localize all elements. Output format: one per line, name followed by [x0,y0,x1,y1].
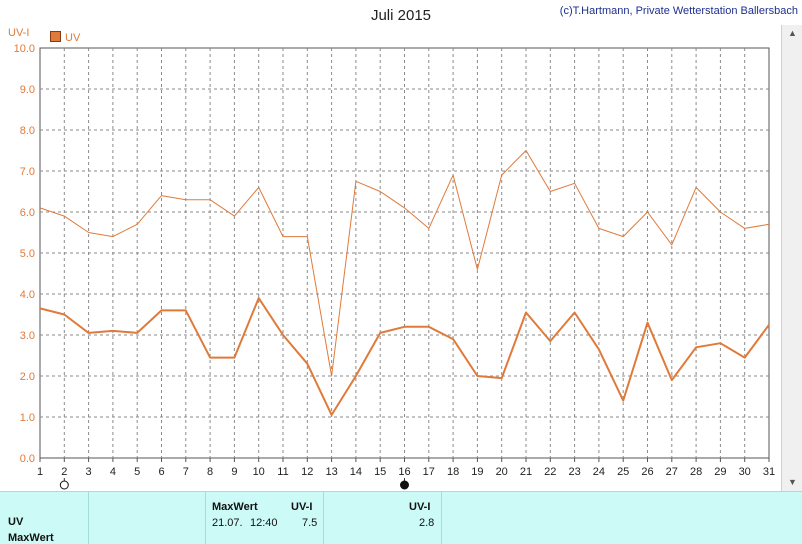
y-tick-label: 9.0 [20,84,35,96]
x-tick-label: 8 [207,466,213,478]
x-tick-label: 20 [496,466,508,478]
y-tick-label: 5.0 [20,248,35,260]
x-tick-label: 24 [593,466,605,478]
y-tick-label: 3.0 [20,330,35,342]
x-tick-label: 22 [544,466,556,478]
maxwert-header: MaxWert [212,501,258,513]
x-tick-label: 10 [253,466,265,478]
table-divider [441,492,442,544]
y-tick-label: 7.0 [20,166,35,178]
x-tick-label: 19 [471,466,483,478]
x-tick-label: 21 [520,466,532,478]
x-tick-label: 28 [690,466,702,478]
y-axis-label: UV-I [8,27,30,39]
x-tick-label: 9 [231,466,237,478]
day-markers [59,478,409,490]
x-tick-label: 1 [37,466,43,478]
summary-table: UV MaxWert MaxWert UV-I 21.07. 12:40 7.5… [0,491,802,544]
row-label-uv: UV [8,516,24,528]
x-tick-label: 13 [325,466,337,478]
scroll-down-icon[interactable]: ▼ [788,477,797,487]
max-time: 12:40 [250,517,278,529]
table-divider [323,492,324,544]
x-tick-label: 14 [350,466,362,478]
y-tick-label: 0.0 [20,453,35,465]
y-tick-label: 4.0 [20,289,35,301]
x-tick-label: 17 [423,466,435,478]
chart-title: Juli 2015 [370,7,432,24]
y-tick-label: 2.0 [20,371,35,383]
max-value: 7.5 [302,517,318,529]
open-circle-icon [59,480,69,490]
x-tick-label: 15 [374,466,386,478]
x-tick-label: 26 [641,466,653,478]
x-tick-label: 4 [110,466,116,478]
row-label-maxwert: MaxWert [8,532,54,544]
x-tick-label: 5 [134,466,140,478]
grid [40,48,769,458]
x-tick-label: 18 [447,466,459,478]
scroll-up-icon[interactable]: ▲ [788,28,797,38]
x-tick-label: 7 [183,466,189,478]
max-date: 21.07. [212,517,243,529]
legend: UV [50,31,80,44]
vertical-scrollbar[interactable]: ▲ ▼ [781,25,802,491]
x-tick-label: 2 [61,466,67,478]
x-tick-label: 3 [86,466,92,478]
x-axis: 1 2 3 4 5 6 7 8 9 10 11 12 13 14 15 16 17 18 19 20 21 22 23 24 2… [37,458,775,478]
series-line-max [39,150,770,377]
unit-header-2: UV-I [409,501,431,513]
y-tick-label: 10.0 [14,43,35,55]
x-tick-label: 25 [617,466,629,478]
series-group [39,150,770,416]
x-tick-label: 16 [398,466,410,478]
x-tick-label: 12 [301,466,313,478]
legend-label: UV [65,32,81,44]
y-axis: 0.0 1.0 2.0 3.0 4.0 5.0 6.0 7.0 8.0 9.0 10.0 [14,43,35,465]
x-tick-label: 23 [568,466,580,478]
x-tick-label: 27 [666,466,678,478]
filled-circle-icon [400,480,409,490]
series-line-avg [39,297,770,416]
y-tick-label: 6.0 [20,207,35,219]
x-tick-label: 30 [739,466,751,478]
avg-value: 2.8 [419,517,435,529]
x-tick-label: 11 [277,466,288,478]
x-tick-label: 6 [158,466,164,478]
y-tick-label: 8.0 [20,125,35,137]
x-tick-label: 29 [714,466,726,478]
y-tick-label: 1.0 [20,412,35,424]
table-divider [88,492,89,544]
table-divider [205,492,206,544]
x-tick-label: 31 [763,466,775,478]
unit-header-1: UV-I [291,501,313,513]
copyright-text: (c)T.Hartmann, Private Wetterstation Bal… [559,5,798,17]
legend-swatch [50,31,61,42]
